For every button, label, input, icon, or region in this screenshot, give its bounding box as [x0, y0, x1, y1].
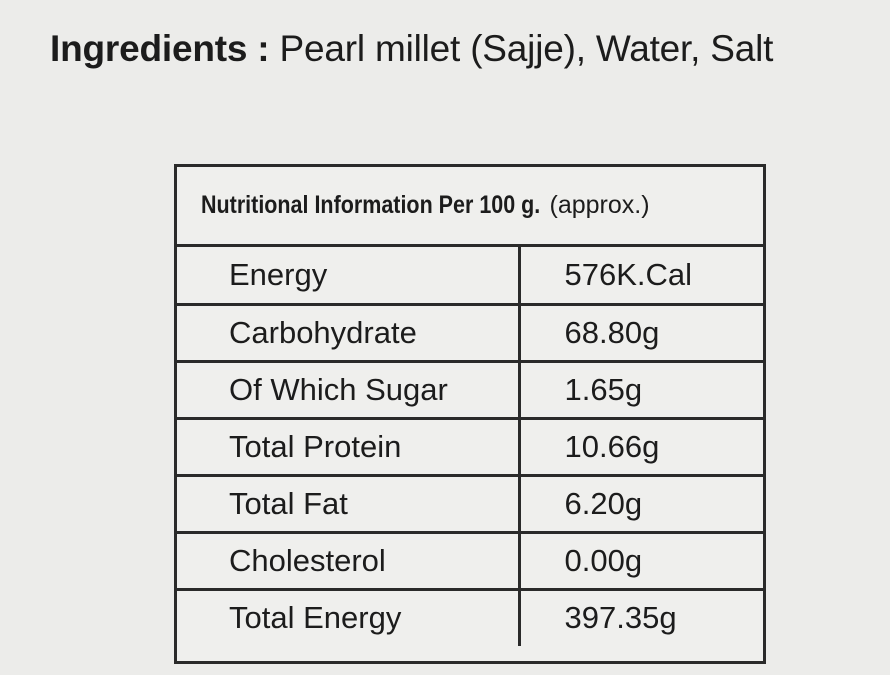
table-row: Total Protein 10.66g: [177, 418, 763, 477]
nutrition-table: Energy 576K.Cal Carbohydrate 68.80g Of W…: [177, 247, 763, 646]
table-row: Carbohydrate 68.80g: [177, 304, 763, 363]
nutrition-header-title: Nutritional Information Per 100 g.: [201, 191, 541, 219]
table-row: Cholesterol 0.00g: [177, 532, 763, 591]
nutrient-name: Total Fat: [177, 475, 521, 534]
table-row: Total Energy 397.35g: [177, 589, 763, 646]
nutrient-value: 10.66g: [519, 418, 763, 477]
table-row: Of Which Sugar 1.65g: [177, 361, 763, 420]
nutrient-name: Total Energy: [177, 589, 521, 646]
table-row: Energy 576K.Cal: [177, 247, 763, 306]
nutrient-name: Of Which Sugar: [177, 361, 521, 420]
nutrition-table-header: Nutritional Information Per 100 g. (appr…: [177, 167, 763, 247]
ingredients-line: Ingredients : Pearl millet (Sajje), Wate…: [50, 28, 773, 70]
ingredients-label: Ingredients :: [50, 28, 270, 69]
nutrition-header-note: (approx.): [549, 191, 650, 219]
ingredients-value: Pearl millet (Sajje), Water, Salt: [279, 28, 774, 69]
nutrient-name: Total Protein: [177, 418, 521, 477]
nutrient-name: Cholesterol: [177, 532, 521, 591]
nutrient-value: 1.65g: [519, 361, 763, 420]
table-row: Total Fat 6.20g: [177, 475, 763, 534]
nutrition-table-panel: Nutritional Information Per 100 g. (appr…: [174, 164, 766, 664]
nutrient-value: 397.35g: [564, 600, 677, 636]
nutrient-name: Carbohydrate: [177, 304, 521, 363]
nutrient-value: 0.00g: [519, 532, 763, 591]
nutrient-name: Energy: [177, 247, 521, 306]
nutrient-value: 68.80g: [519, 304, 763, 363]
nutrient-value: 6.20g: [519, 475, 763, 534]
nutrient-value: 576K.Cal: [519, 247, 763, 306]
